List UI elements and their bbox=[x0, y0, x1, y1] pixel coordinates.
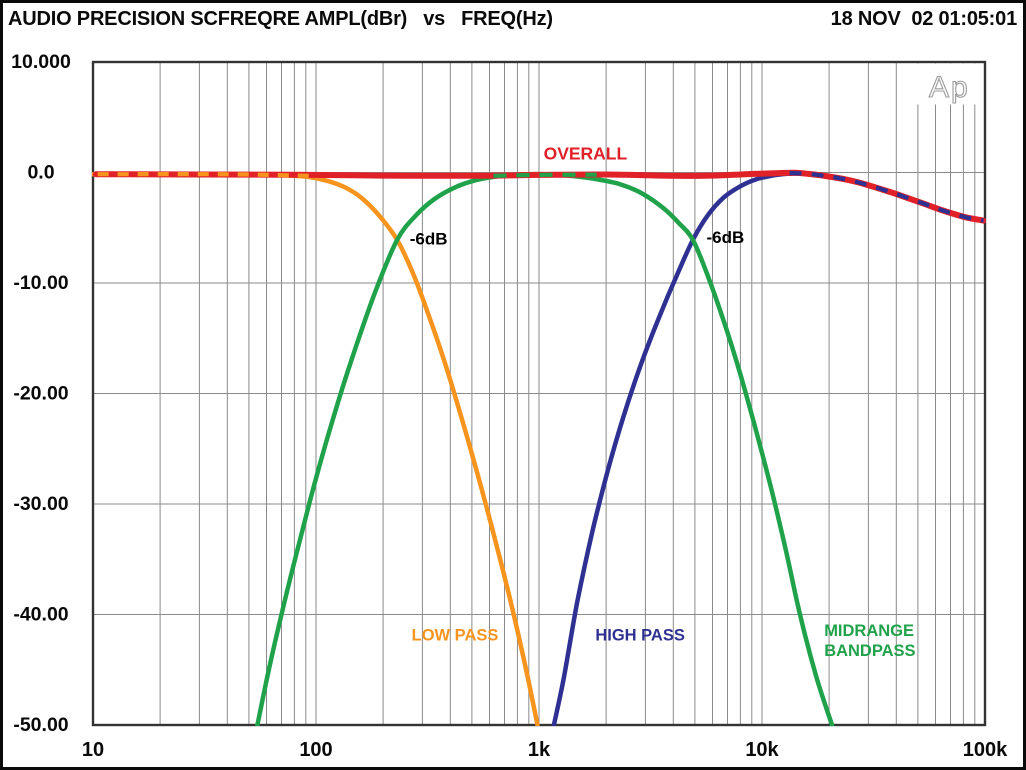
annotation-overall-0: OVERALL bbox=[544, 144, 628, 164]
x-tick-label-2: 1k bbox=[528, 739, 551, 761]
annotation-midrange-5: MIDRANGE bbox=[824, 622, 914, 640]
annotation-bandpass-6: BANDPASS bbox=[824, 642, 915, 660]
y-tick-label-4: -30.00 bbox=[13, 493, 68, 515]
audio-precision-logo: Ap bbox=[929, 71, 970, 104]
logo-box bbox=[912, 63, 985, 105]
y-tick-label-2: -10.00 bbox=[13, 272, 68, 294]
x-tick-label-4: 100k bbox=[963, 739, 1008, 761]
x-tick-label-3: 10k bbox=[745, 739, 779, 761]
x-tick-label-0: 10 bbox=[82, 739, 104, 761]
timestamp: 18 NOV 02 01:05:01 bbox=[830, 8, 1018, 30]
annotation-high-pass-4: HIGH PASS bbox=[595, 627, 685, 645]
dash-high-pass-coincident-with-overall bbox=[789, 170, 984, 223]
annotation--6db-1: -6dB bbox=[410, 229, 448, 248]
y-tick-label-6: -50.00 bbox=[13, 714, 68, 736]
annotation-low-pass-3: LOW PASS bbox=[412, 627, 499, 645]
dash-low-pass-coincident-with-overall bbox=[97, 172, 310, 178]
y-tick-label-0: 10.000 bbox=[11, 51, 71, 73]
dash-midrange-coincident-with-overall bbox=[493, 172, 597, 178]
y-tick-label-5: -40.00 bbox=[13, 604, 68, 626]
y-tick-label-1: 0.0 bbox=[27, 162, 54, 184]
chart-title: AUDIO PRECISION SCFREQRE AMPL(dBr) vs FR… bbox=[8, 8, 553, 30]
curves bbox=[92, 169, 986, 726]
curve-midrange-bandpass bbox=[255, 171, 835, 726]
curve-overall bbox=[92, 169, 986, 224]
x-tick-label-1: 100 bbox=[299, 739, 332, 761]
title-bar: AUDIO PRECISION SCFREQRE AMPL(dBr) vs FR… bbox=[8, 8, 1017, 31]
annotation--6db-2: -6dB bbox=[707, 228, 745, 247]
y-tick-label-3: -20.00 bbox=[13, 383, 68, 405]
